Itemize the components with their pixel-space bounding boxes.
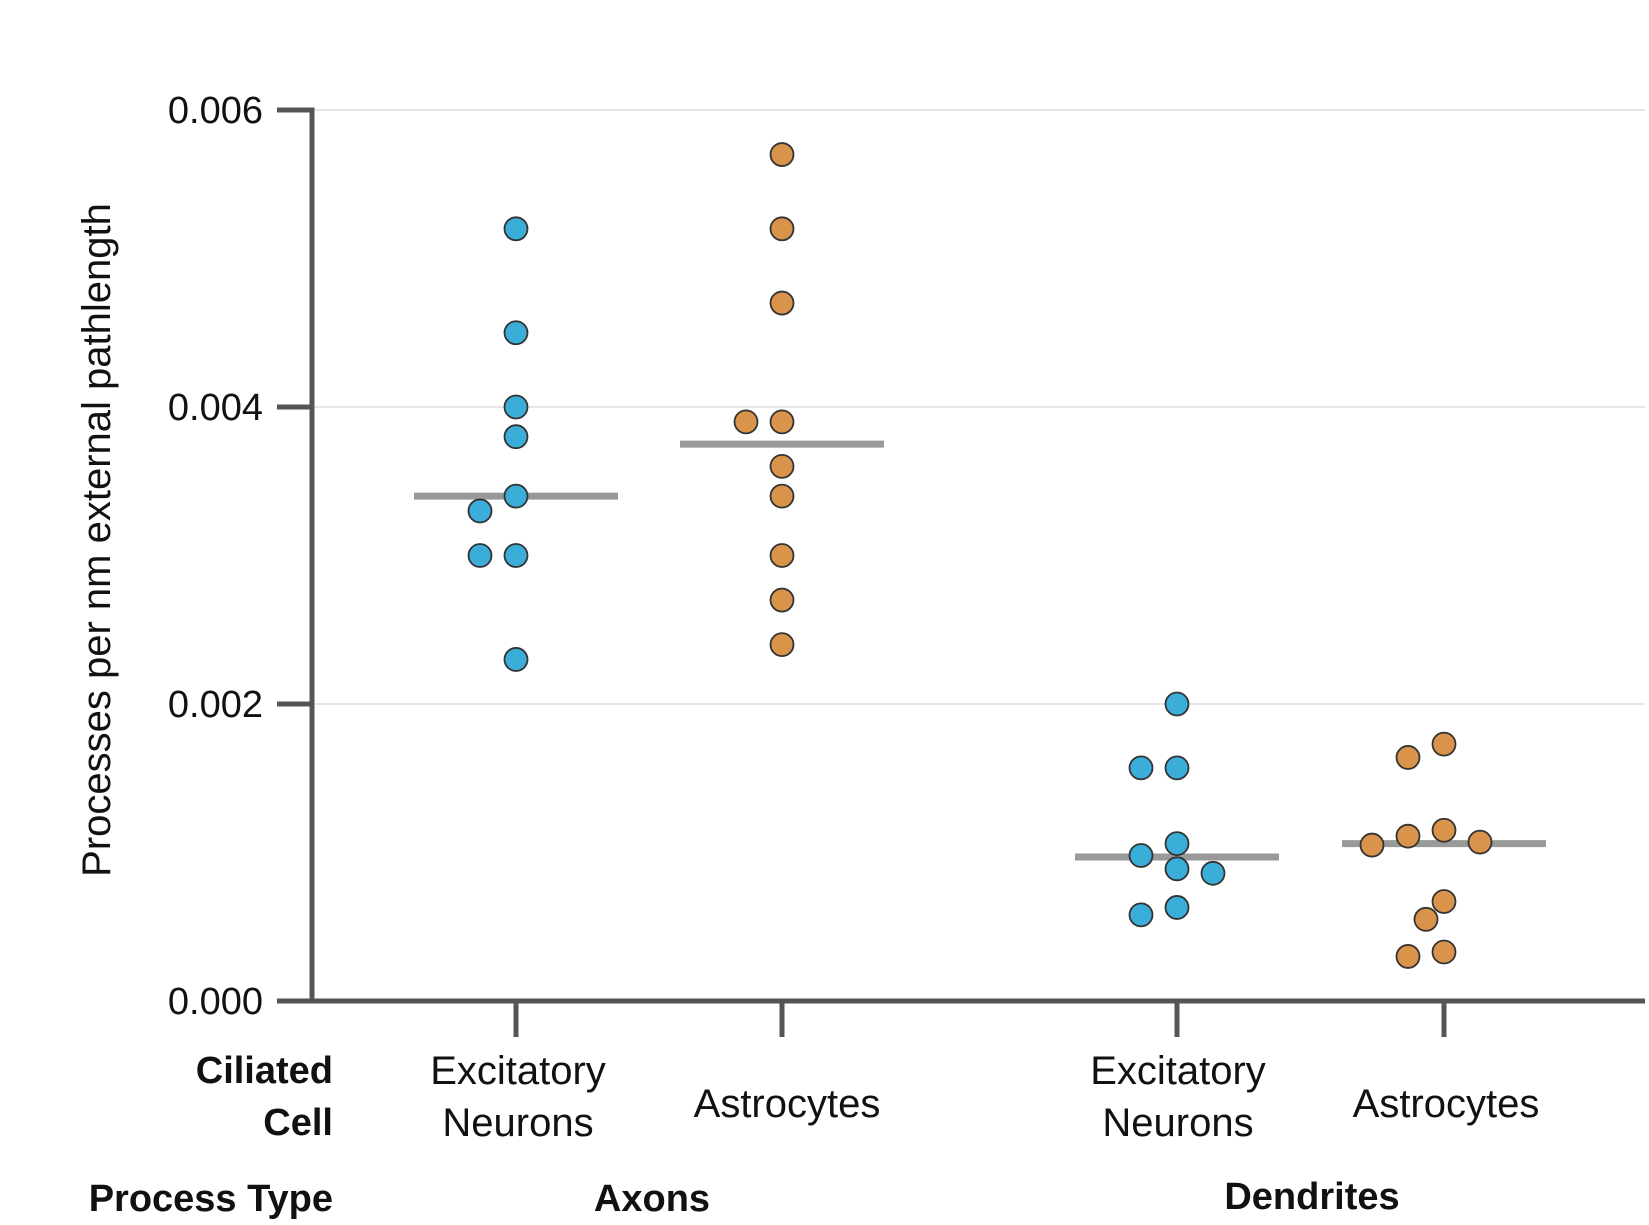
data-point <box>1164 691 1190 717</box>
data-point <box>1395 823 1421 849</box>
data-point <box>769 543 795 568</box>
row-label-cell: Cell <box>263 1102 333 1144</box>
category-label: Neurons <box>1102 1101 1253 1145</box>
data-point <box>769 483 795 509</box>
data-point <box>1128 755 1154 781</box>
row-label-process-type: Process Type <box>89 1178 333 1220</box>
group-label-axons: Axons <box>594 1178 710 1220</box>
data-point <box>1164 755 1190 781</box>
group-label-dendrites: Dendrites <box>1224 1176 1399 1218</box>
data-point <box>467 543 493 568</box>
data-point <box>769 290 795 316</box>
data-point <box>1431 817 1457 843</box>
data-point <box>1128 902 1154 928</box>
data-point <box>503 216 529 242</box>
data-point <box>1395 944 1421 969</box>
y-tick-label: 0.000 <box>168 981 263 1023</box>
data-point <box>503 647 529 672</box>
category-label: Excitatory <box>430 1049 606 1093</box>
gridlines <box>312 109 1645 705</box>
data-point <box>503 424 529 450</box>
data-point <box>769 453 795 479</box>
category-label: Neurons <box>442 1101 593 1145</box>
y-tick-label: 0.004 <box>168 387 263 429</box>
data-point <box>503 394 529 420</box>
data-point <box>1431 939 1457 965</box>
data-point <box>1413 906 1439 932</box>
data-point <box>769 216 795 242</box>
data-point <box>1431 889 1457 914</box>
data-point <box>769 142 795 167</box>
category-label: Excitatory <box>1090 1049 1266 1093</box>
x-ticks <box>513 1001 1447 1037</box>
data-point <box>503 483 529 509</box>
category-label: Astrocytes <box>1353 1082 1540 1126</box>
data-point <box>1359 832 1385 858</box>
data-point <box>1128 843 1154 868</box>
data-point <box>1164 856 1190 882</box>
data-point <box>1164 831 1190 856</box>
data-point <box>1467 829 1493 855</box>
median-lines <box>414 440 1546 861</box>
data-point <box>769 587 795 613</box>
data-point <box>467 498 493 524</box>
data-point <box>733 409 759 435</box>
y-axis-line <box>277 107 1645 1004</box>
data-point <box>769 409 795 435</box>
data-points <box>467 142 1493 969</box>
data-point <box>503 320 529 346</box>
y-tick-label: 0.002 <box>168 684 263 726</box>
data-point <box>769 632 795 657</box>
category-label: Astrocytes <box>694 1082 881 1126</box>
data-point <box>503 543 529 568</box>
data-point <box>1431 731 1457 757</box>
row-label-ciliated: Ciliated <box>196 1050 333 1092</box>
y-tick-label: 0.006 <box>168 90 263 132</box>
data-point <box>1164 895 1190 920</box>
data-point <box>1395 745 1421 770</box>
y-ticks: 0.000 0.002 0.004 0.006 <box>168 90 312 1023</box>
data-point <box>1200 860 1226 886</box>
y-axis-title: Processes per nm external pathlength <box>75 203 119 877</box>
